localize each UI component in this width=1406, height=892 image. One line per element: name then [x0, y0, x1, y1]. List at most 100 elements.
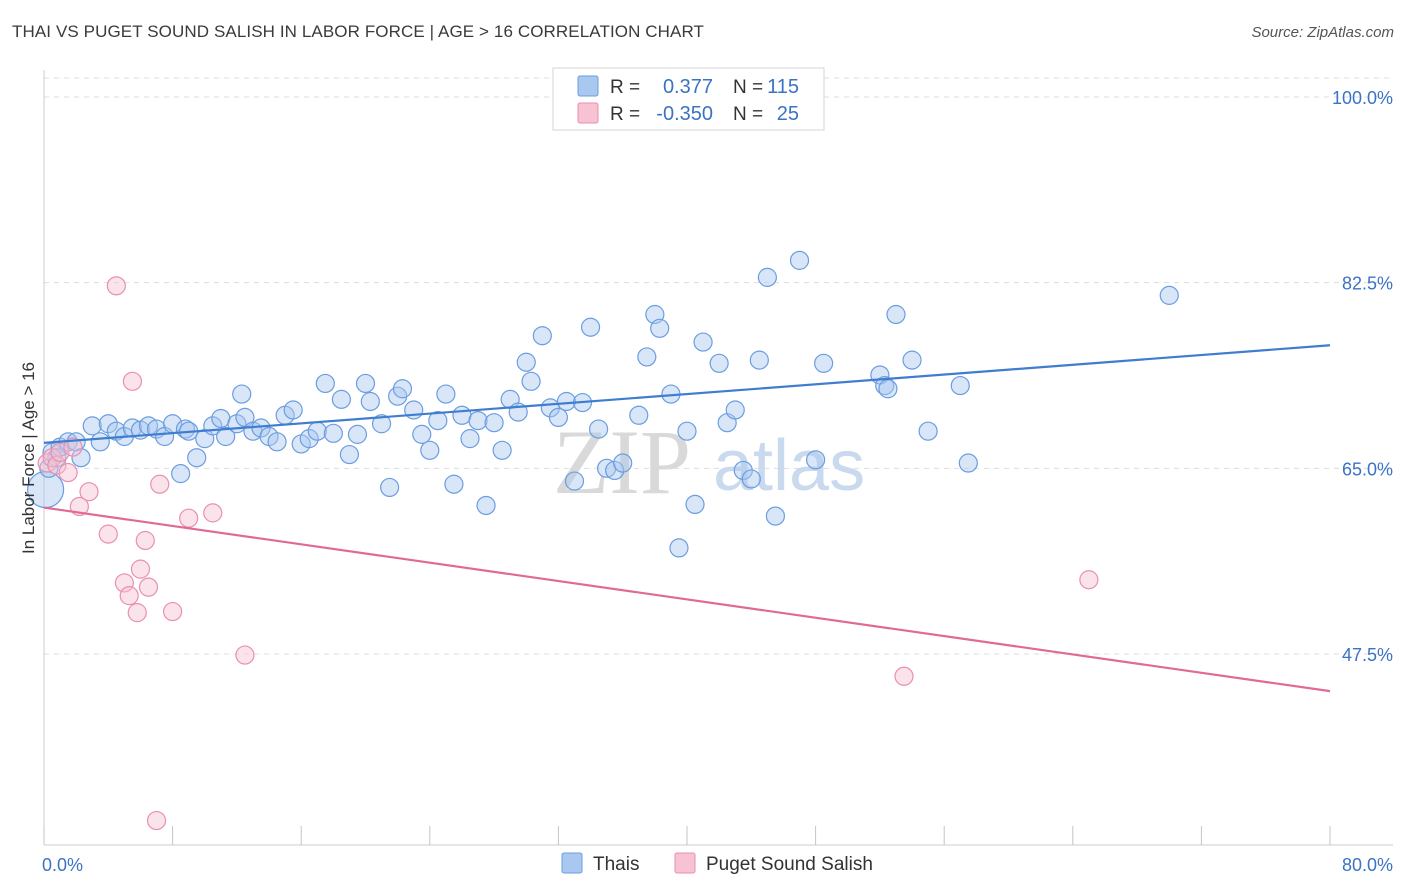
point-salish-13 [127, 603, 147, 623]
point-salish-22 [235, 645, 255, 665]
point-thais-86 [709, 353, 729, 373]
point-thais-3 [47, 448, 67, 468]
point-thais-55 [444, 474, 464, 494]
point-thais-102 [918, 421, 938, 441]
point-thais-100 [886, 304, 906, 325]
legend-r-value-salish: -0.350 [656, 103, 713, 125]
point-thais-45 [360, 391, 380, 412]
point-thais-58 [468, 410, 488, 431]
point-salish-5 [63, 437, 83, 457]
chart-title: THAI VS PUGET SOUND SALISH IN LABOR FORC… [12, 22, 705, 41]
point-salish-17 [146, 810, 167, 831]
point-salish-10 [114, 573, 134, 593]
point-thais-85 [693, 332, 713, 352]
point-thais-42 [339, 444, 360, 465]
point-thais-98 [875, 375, 895, 396]
point-thais-51 [412, 424, 432, 444]
y-tick-label-3: 47.5% [1342, 645, 1393, 665]
watermark-zip: ZIP [553, 411, 691, 513]
point-salish-18 [150, 474, 170, 494]
legend-n-label-salish: N = [733, 104, 763, 125]
point-thais-84 [685, 494, 705, 515]
x-tick-label-0: 0.0% [42, 855, 83, 875]
point-thais-90 [741, 469, 761, 489]
point-thais-70 [564, 471, 585, 491]
series-legend-label-thais: Thais [593, 854, 639, 875]
point-salish-21 [203, 503, 223, 523]
point-thais-77 [629, 405, 649, 425]
point-thais-82 [669, 538, 689, 558]
point-thais-91 [749, 350, 769, 370]
point-thais-93 [765, 506, 786, 526]
point-thais-95 [805, 450, 826, 470]
y-tick-label-0: 100.0% [1332, 88, 1393, 108]
point-thais-7 [71, 448, 91, 468]
point-thais-103 [950, 375, 970, 396]
legend-swatch-salish [577, 102, 599, 124]
point-thais-19 [171, 464, 191, 484]
watermark-atlas: atlas [713, 426, 865, 506]
point-thais-35 [283, 400, 303, 420]
y-tick-label-2: 65.0% [1342, 459, 1393, 479]
point-thais-10 [98, 414, 118, 434]
point-thais-28 [232, 384, 252, 404]
point-thais-92 [757, 267, 777, 287]
trendline-salish [43, 506, 1331, 693]
legend-swatch-thais [577, 75, 599, 97]
point-salish-2 [47, 455, 67, 475]
legend-n-value-salish: 25 [777, 103, 799, 125]
point-thais-54 [436, 384, 456, 404]
stats-legend: R = 0.377 N = 115 R = -0.350 N = 25 [552, 67, 825, 131]
point-thais-39 [315, 373, 335, 394]
legend-r-label-salish: R = [610, 104, 640, 125]
point-thais-41 [331, 389, 351, 409]
point-thais-64 [516, 352, 536, 372]
point-thais-104 [958, 453, 978, 473]
point-thais-68 [548, 407, 569, 428]
point-thais-61 [492, 440, 512, 460]
point-thais-25 [211, 408, 231, 429]
series-legend-swatch-thais [561, 852, 583, 874]
point-thais-69 [556, 391, 577, 412]
point-thais-59 [476, 495, 496, 516]
point-thais-60 [484, 413, 504, 433]
legend-r-label-thais: R = [610, 77, 640, 98]
trendline-thais [43, 344, 1331, 444]
point-thais-78 [637, 347, 657, 367]
point-salish-20 [179, 508, 199, 528]
point-thais-53 [428, 410, 448, 431]
point-salish-4 [58, 462, 78, 483]
series-legend-label-salish: Puget Sound Salish [706, 854, 873, 875]
axis-layer: 100.0% 82.5% 65.0% 47.5% 0.0% 80.0% [42, 70, 1393, 875]
legend-n-value-thais: 115 [767, 76, 799, 98]
point-salish-15 [135, 530, 155, 551]
point-salish-24 [1079, 570, 1099, 590]
point-salish-7 [79, 482, 99, 502]
point-thais-40 [323, 423, 343, 443]
point-thais-46 [371, 414, 392, 434]
point-salish-23 [894, 666, 914, 686]
point-thais-65 [521, 371, 541, 391]
point-thais-43 [347, 424, 368, 444]
source-label: Source: ZipAtlas.com [1251, 24, 1394, 41]
point-thais-44 [355, 373, 376, 394]
series-legend-swatch-salish [674, 852, 696, 874]
point-thais-75 [605, 460, 625, 481]
legend-n-label-thais: N = [733, 77, 763, 98]
point-thais-37 [299, 429, 319, 449]
point-salish-9 [106, 276, 126, 296]
point-thais-83 [677, 421, 697, 441]
point-thais-72 [580, 317, 601, 337]
point-thais-56 [452, 405, 472, 425]
point-thais-73 [588, 419, 609, 439]
point-thais-105 [1159, 285, 1179, 305]
point-thais-80 [650, 318, 670, 338]
point-thais-47 [380, 477, 400, 498]
x-tick-label-1: 80.0% [1342, 855, 1393, 875]
point-thais-38 [307, 421, 327, 441]
point-thais-57 [460, 429, 480, 449]
y-axis-title: In Labor Force | Age > 16 [19, 362, 38, 554]
point-salish-19 [163, 601, 183, 622]
point-thais-52 [420, 440, 440, 460]
